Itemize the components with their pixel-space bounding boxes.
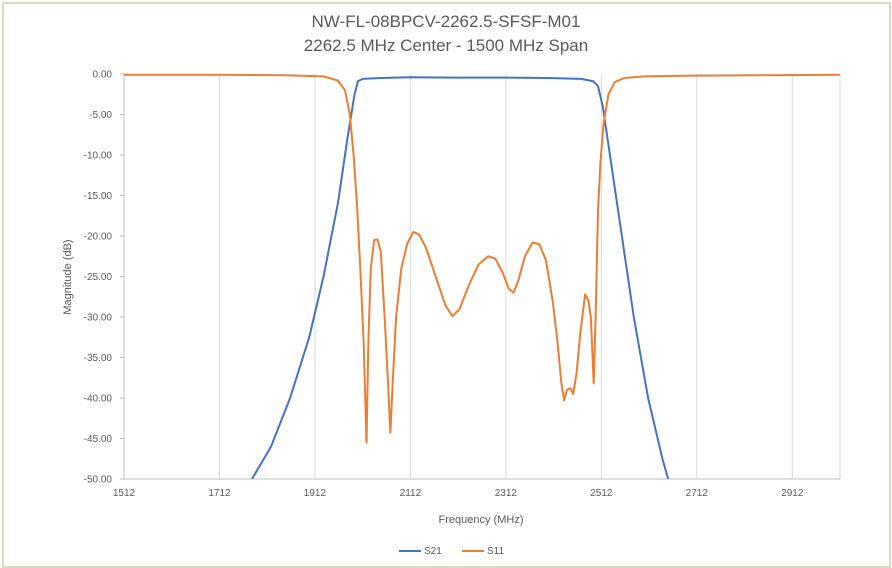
x-tick-label: 1712: [208, 488, 231, 499]
series-line-s21: [251, 76, 670, 479]
y-tick-label: -30.00: [84, 313, 113, 324]
series-layer: [124, 73, 840, 479]
y-tick-label: -35.00: [84, 353, 113, 364]
x-tick-label: 2912: [781, 488, 804, 499]
grid-lines: [123, 74, 841, 479]
chart-subtitle: 2262.5 MHz Center - 1500 MHz Span: [303, 36, 589, 55]
y-axis-label: Magnitude (dB): [62, 239, 74, 314]
chart-title: NW-FL-08BPCV-2262.5-SFSF-M01: [311, 12, 581, 31]
axes: [120, 73, 840, 480]
y-tick-label: -10.00: [84, 151, 113, 162]
y-tick-label: -45.00: [84, 434, 113, 445]
tick-labels: 1512 1712 1912 2112 2312 2512 2712 2912 0.00 -5.0…: [84, 70, 804, 500]
y-tick-label: -40.00: [84, 394, 113, 405]
x-axis-label: Frequency (MHz): [439, 514, 524, 526]
x-tick-label: 1912: [304, 488, 327, 499]
x-tick-label: 2112: [400, 488, 422, 499]
y-tick-label: -50.00: [84, 475, 113, 486]
legend-label-s21: S21: [424, 546, 442, 557]
y-tick-label: -25.00: [84, 272, 113, 283]
y-tick-label: -5.00: [89, 110, 112, 121]
y-tick-label: 0.00: [93, 70, 113, 81]
legend: S21 S11: [399, 546, 504, 557]
x-tick-label: 2312: [495, 488, 518, 499]
x-tick-label: 1512: [113, 488, 136, 499]
legend-label-s11: S11: [487, 546, 504, 557]
x-tick-label: 2712: [686, 488, 709, 499]
x-tick-label: 2512: [590, 488, 613, 499]
y-tick-label: -15.00: [84, 191, 113, 202]
series-line-s11: [124, 73, 840, 444]
y-tick-label: -20.00: [84, 232, 113, 243]
